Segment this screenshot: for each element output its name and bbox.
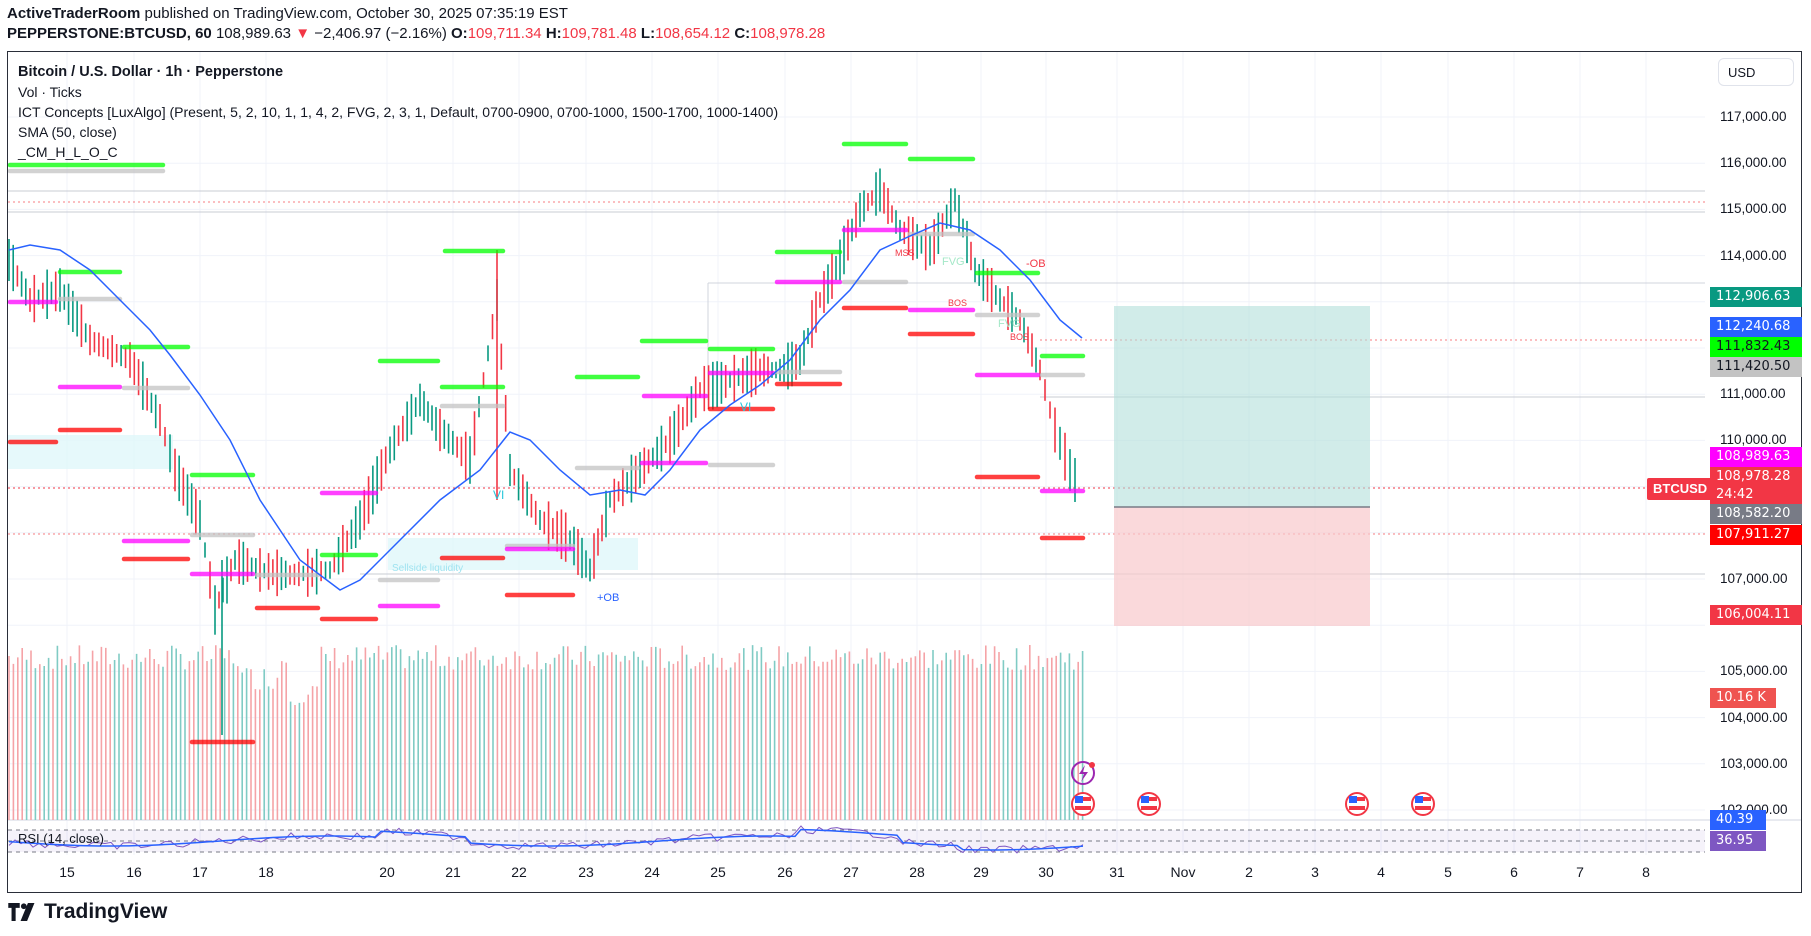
price-tag: 108,989.63: [1710, 447, 1802, 467]
time-tick: 2: [1245, 864, 1253, 880]
time-tick: 18: [258, 864, 274, 880]
tradingview-logo-icon: [8, 903, 35, 921]
chart-annotation-label: BOS: [1010, 332, 1030, 342]
time-tick: 30: [1038, 864, 1054, 880]
close-value: 108,978.28: [750, 25, 826, 42]
chart-annotation-label: -OB: [1026, 258, 1046, 270]
time-tick: 16: [126, 864, 142, 880]
legend-title[interactable]: Bitcoin / U.S. Dollar · 1h · Pepperstone: [18, 64, 284, 80]
high-label: H:: [545, 25, 562, 42]
open-label: O:: [451, 25, 468, 42]
time-tick: 5: [1444, 864, 1452, 880]
low-value: 108,654.12: [655, 25, 731, 42]
time-tick: 3: [1311, 864, 1319, 880]
low-label: L:: [640, 25, 656, 42]
price-tag: 106,004.11: [1710, 605, 1802, 625]
time-tick: 26: [777, 864, 793, 880]
time-tick: 25: [710, 864, 726, 880]
price-tag: 112,240.68: [1710, 317, 1802, 337]
price-tick: 111,000.00: [1720, 386, 1786, 402]
price-tick: 105,000.00: [1720, 663, 1788, 679]
price-tick: 104,000.00: [1720, 709, 1788, 725]
last-price: 108,989.63: [215, 25, 292, 42]
symbol-info-bar: PEPPERSTONE:BTCUSD, 60 108,989.63 ▼ −2,4…: [7, 25, 825, 42]
time-tick: 6: [1510, 864, 1518, 880]
chart-annotation-label: +OB: [597, 592, 620, 604]
price-tick: 117,000.00: [1720, 109, 1787, 124]
chart-annotation-label: Sellside liquidity: [392, 563, 464, 574]
price-tag: 111,420.50: [1710, 357, 1802, 377]
time-tick: 8: [1642, 864, 1650, 880]
time-tick: 27: [843, 864, 859, 880]
price-tag: 36.95: [1710, 831, 1766, 851]
us-flag-icon[interactable]: [1411, 792, 1435, 816]
time-tick: 17: [192, 864, 208, 880]
legend-rsi[interactable]: RSI (14, close): [18, 831, 104, 846]
currency-selector[interactable]: USD: [1718, 58, 1794, 86]
price-tag: 108,978.28: [1710, 467, 1802, 487]
legend-sma[interactable]: SMA (50, close): [18, 124, 117, 140]
high-value: 109,781.48: [561, 25, 637, 42]
chart-frame: [7, 51, 1802, 893]
time-tick: 29: [973, 864, 989, 880]
lightning-icon[interactable]: [1071, 761, 1095, 785]
price-tick: 103,000.00: [1720, 755, 1788, 771]
publish-info: ActiveTraderRoom published on TradingVie…: [7, 5, 568, 22]
tradingview-brand: TradingView: [44, 900, 168, 923]
price-tick: 107,000.00: [1720, 571, 1788, 586]
price-tag: 10.16 K: [1710, 688, 1776, 708]
author-name[interactable]: ActiveTraderRoom: [7, 5, 141, 22]
price-tag: 108,582.20: [1710, 504, 1802, 524]
legend-cm-hloc[interactable]: _CM_H_L_O_C: [18, 144, 118, 160]
open-value: 109,711.34: [467, 25, 542, 42]
us-flag-icon[interactable]: [1137, 792, 1161, 816]
price-tag: 111,832.43: [1710, 337, 1802, 357]
time-tick: 31: [1109, 864, 1125, 880]
chart-annotation-label: VI: [493, 488, 505, 502]
time-tick: 21: [445, 864, 461, 880]
time-tick: 7: [1576, 864, 1584, 880]
price-tick: 114,000.00: [1720, 247, 1787, 263]
time-tick: 28: [909, 864, 925, 880]
price-change: −2,406.97 (−2.16%): [314, 25, 447, 42]
chart-annotation-label: VI: [740, 400, 752, 414]
chart-annotation-label: MSS: [895, 248, 915, 258]
chart-legend: Bitcoin / U.S. Dollar · 1h · Pepperstone…: [18, 62, 778, 162]
rsi-legend: RSI (14, close): [18, 829, 104, 849]
chart-annotation-label: FVG: [942, 256, 965, 268]
tradingview-logo[interactable]: TradingView: [8, 900, 167, 924]
time-tick: 15: [59, 864, 75, 880]
time-tick: 24: [644, 864, 660, 880]
time-tick: 23: [578, 864, 594, 880]
legend-ict-concepts[interactable]: ICT Concepts [LuxAlgo] (Present, 5, 2, 1…: [18, 104, 779, 120]
close-label: C:: [734, 25, 751, 42]
price-tag: 107,911.27: [1710, 525, 1802, 545]
time-tick: 22: [511, 864, 527, 880]
chart-annotation-label: BOS: [948, 298, 968, 308]
price-tick: 115,000.00: [1720, 201, 1787, 217]
legend-volume[interactable]: Vol · Ticks: [18, 84, 82, 100]
symbol-price-tag: BTCUSD: [1647, 478, 1714, 500]
price-tag: 40.39: [1710, 810, 1766, 830]
time-tick: Nov: [1170, 864, 1196, 880]
us-flag-icon[interactable]: [1071, 792, 1095, 816]
chart-annotation-label: FVG: [998, 318, 1021, 330]
price-tag: 24:42: [1710, 485, 1802, 505]
publish-text: published on TradingView.com, October 30…: [140, 5, 568, 22]
us-flag-icon[interactable]: [1345, 792, 1369, 816]
time-tick: 20: [379, 864, 395, 880]
price-tag: 112,906.63: [1710, 287, 1802, 307]
down-arrow-icon: ▼: [295, 25, 311, 42]
symbol-name: PEPPERSTONE:BTCUSD, 60: [7, 25, 212, 42]
price-tick: 110,000.00: [1720, 432, 1787, 448]
time-tick: 4: [1377, 864, 1385, 880]
price-tick: 116,000.00: [1720, 155, 1787, 171]
